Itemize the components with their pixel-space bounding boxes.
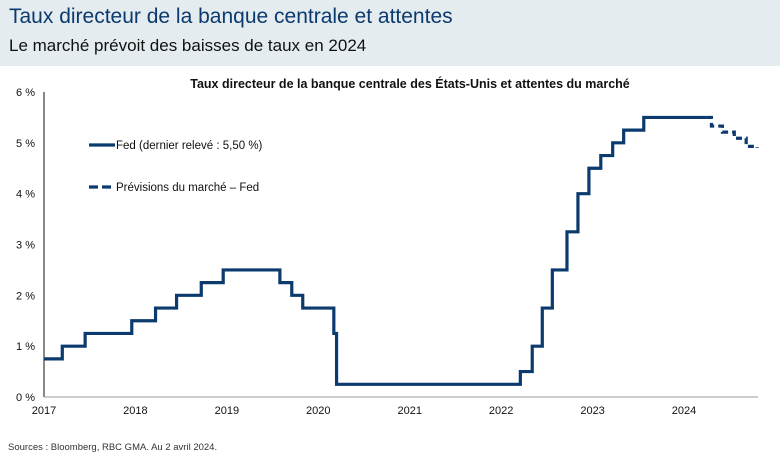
page-title: Taux directeur de la banque centrale et …: [9, 5, 453, 28]
y-tick-label: 0 %: [16, 392, 35, 404]
y-tick-label: 6 %: [16, 87, 35, 99]
x-tick-label: 2023: [580, 405, 604, 417]
x-tick-label: 2024: [672, 405, 696, 417]
x-tick-label: 2017: [32, 405, 56, 417]
x-tick-label: 2019: [215, 405, 239, 417]
source-note: Sources : Bloomberg, RBC GMA. Au 2 avril…: [8, 442, 218, 453]
x-tick-label: 2022: [489, 405, 513, 417]
header-band: Taux directeur de la banque centrale et …: [0, 0, 780, 66]
legend-label-market-forecast: Prévisions du marché – Fed: [116, 182, 259, 194]
x-tick-label: 2021: [397, 405, 421, 417]
page-subtitle: Le marché prévoit des baisses de taux en…: [9, 36, 367, 55]
y-tick-label: 1 %: [16, 341, 35, 353]
rate-chart: 0 % 1 % 2 % 3 % 4 % 5 % 6 % 2017 2018 2019 2020 202…: [16, 87, 759, 417]
y-tick-label: 2 %: [16, 290, 35, 302]
y-tick-label: 4 %: [16, 189, 35, 201]
series-line-fed: [44, 115, 707, 386]
x-tick-label: 2020: [306, 405, 330, 417]
x-tick-label: 2018: [123, 405, 147, 417]
y-tick-label: 3 %: [16, 240, 35, 252]
y-tick-label: 5 %: [16, 138, 35, 150]
chart-title: Taux directeur de la banque centrale des…: [190, 77, 630, 91]
legend-label-fed: Fed (dernier relevé : 5,50 %): [116, 140, 263, 152]
series-line-market-forecast: [706, 115, 759, 148]
